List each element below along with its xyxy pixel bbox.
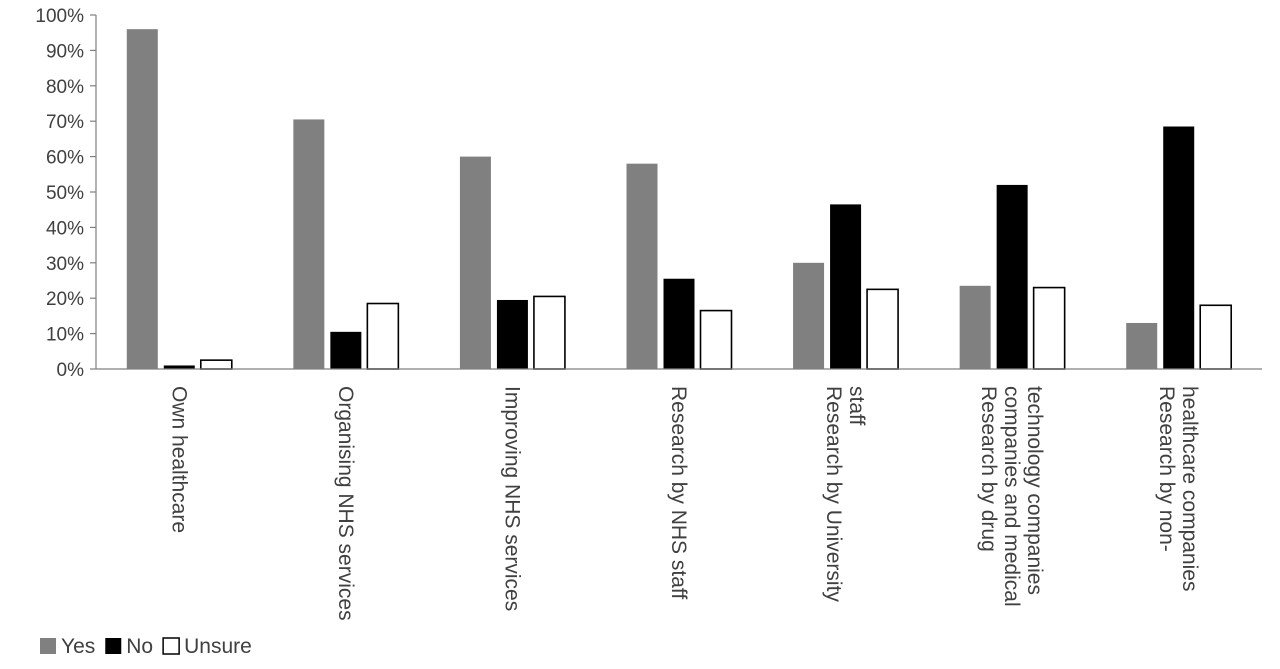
category-label: Organising NHS services [334, 386, 357, 621]
bar-no [996, 184, 1028, 369]
y-tick-label: 100% [35, 6, 84, 27]
legend-item: Yes [40, 635, 95, 658]
legend-swatch-no [105, 638, 122, 654]
bars [126, 29, 1233, 370]
y-tick-label: 70% [46, 112, 84, 133]
bar-group [459, 156, 566, 370]
category-label: Research by NHS staff [667, 386, 690, 599]
bar-no [330, 331, 362, 369]
legend: Yes No Unsure [40, 635, 252, 658]
category-label-line: Research by drug [977, 386, 1000, 552]
y-tick-label: 50% [46, 183, 84, 204]
bar-group [1126, 126, 1233, 370]
category-label-line: technology companies [1023, 386, 1046, 595]
category-label: Research by drug companies and medical tec… [977, 386, 1046, 607]
bar-unsure [533, 295, 566, 370]
y-tick-label: 90% [46, 41, 84, 62]
bar-unsure [366, 302, 400, 370]
bar-group [126, 29, 233, 370]
y-tick-label: 30% [46, 254, 84, 275]
bar-unsure [199, 359, 233, 370]
bar-no [163, 365, 195, 369]
legend-label: Unsure [184, 635, 252, 658]
bar-yes [626, 163, 658, 369]
category-label-line: staff [845, 386, 868, 425]
y-tick-label: 0% [57, 360, 85, 381]
bar-yes [959, 285, 991, 369]
category-label: Improving NHS services [500, 386, 523, 611]
category-label-line: companies and medical [1000, 386, 1023, 607]
legend-swatch-unsure [162, 637, 180, 655]
category-label: Own healthcare [167, 386, 190, 533]
legend-item: No [105, 635, 153, 658]
y-tick-label: 40% [46, 218, 84, 239]
bar-yes [293, 119, 325, 370]
legend-item: Unsure [162, 635, 252, 658]
bar-yes [793, 262, 825, 369]
bar-yes [1126, 322, 1158, 369]
category-labels: Own healthcare Organising NHS services Imp… [167, 386, 1201, 621]
bar-unsure [866, 288, 899, 370]
legend-label: No [126, 635, 153, 658]
category-label-line: Research by University [822, 386, 845, 602]
bar-yes [459, 156, 491, 369]
bar-group [959, 184, 1066, 370]
legend-swatch-yes [40, 638, 56, 654]
bar-unsure [699, 309, 733, 370]
bar-group [793, 204, 899, 370]
bar-group [293, 119, 400, 370]
y-tick-label: 20% [46, 289, 84, 310]
bar-no [496, 299, 528, 369]
category-label-line: Research by non- [1155, 386, 1178, 552]
y-tick-label: 10% [46, 325, 84, 346]
y-tick-label: 60% [46, 148, 84, 169]
bar-group [626, 163, 733, 370]
bar-no [663, 278, 695, 369]
bar-no [1163, 126, 1195, 369]
y-tick-label: 80% [46, 77, 84, 98]
category-label-line: healthcare companies [1178, 386, 1201, 591]
category-label-line: Research by NHS staff [667, 386, 690, 599]
bar-unsure [1032, 286, 1066, 370]
category-label-line: Own healthcare [167, 386, 190, 533]
legend-label: Yes [61, 635, 95, 658]
category-label: Research by University staff [822, 386, 868, 602]
bar-yes [126, 29, 158, 369]
bar-unsure [1199, 304, 1233, 370]
bar-no [830, 204, 862, 369]
y-axis: 0% 10% 20% 30% 40% 50% 60% 70% 80% 90% 100% [35, 6, 97, 381]
category-label-line: Improving NHS services [500, 386, 523, 611]
category-label-line: Organising NHS services [334, 386, 357, 621]
category-label: Research by non-healthcare companies [1155, 386, 1201, 591]
